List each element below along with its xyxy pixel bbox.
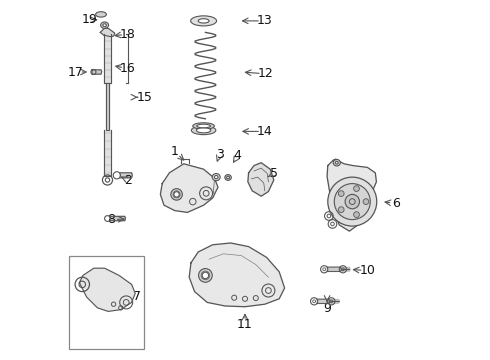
Polygon shape — [110, 216, 125, 221]
Text: 9: 9 — [323, 302, 331, 315]
Circle shape — [345, 194, 360, 209]
Polygon shape — [317, 299, 330, 303]
Text: 17: 17 — [68, 66, 84, 78]
Polygon shape — [103, 130, 111, 176]
Text: 15: 15 — [136, 91, 152, 104]
Text: 6: 6 — [392, 197, 400, 210]
Ellipse shape — [171, 189, 182, 200]
Text: 2: 2 — [124, 174, 132, 186]
Polygon shape — [79, 268, 135, 311]
Polygon shape — [327, 159, 376, 231]
Text: 19: 19 — [82, 13, 98, 26]
Polygon shape — [100, 28, 115, 37]
Ellipse shape — [212, 174, 220, 181]
Ellipse shape — [193, 123, 215, 129]
Polygon shape — [92, 70, 102, 74]
Polygon shape — [120, 173, 132, 178]
Polygon shape — [106, 83, 109, 130]
Ellipse shape — [333, 159, 341, 166]
Ellipse shape — [103, 24, 106, 27]
Circle shape — [328, 177, 377, 226]
Text: 5: 5 — [270, 167, 278, 180]
Text: 16: 16 — [120, 62, 136, 75]
Polygon shape — [160, 164, 218, 212]
Text: 7: 7 — [133, 291, 141, 303]
Text: 11: 11 — [237, 318, 253, 331]
Polygon shape — [189, 243, 285, 307]
Ellipse shape — [197, 124, 210, 128]
Ellipse shape — [196, 128, 211, 133]
Ellipse shape — [215, 175, 218, 179]
Ellipse shape — [335, 161, 338, 164]
Circle shape — [334, 184, 370, 220]
Ellipse shape — [198, 269, 212, 282]
Text: 3: 3 — [216, 148, 224, 161]
Polygon shape — [103, 34, 111, 83]
Circle shape — [354, 186, 359, 192]
Ellipse shape — [191, 16, 217, 26]
Ellipse shape — [225, 175, 231, 180]
Ellipse shape — [227, 176, 229, 179]
Text: 14: 14 — [257, 125, 272, 138]
Text: 8: 8 — [107, 213, 115, 226]
Polygon shape — [327, 267, 342, 271]
Ellipse shape — [192, 126, 216, 135]
Circle shape — [363, 199, 369, 204]
Circle shape — [338, 191, 344, 197]
Polygon shape — [330, 300, 339, 303]
Polygon shape — [248, 163, 274, 196]
Ellipse shape — [198, 19, 209, 23]
Circle shape — [338, 207, 344, 212]
Circle shape — [354, 212, 359, 217]
Ellipse shape — [202, 272, 209, 279]
Bar — [69, 256, 144, 349]
Polygon shape — [342, 267, 350, 271]
Ellipse shape — [174, 192, 179, 197]
Text: 13: 13 — [257, 14, 272, 27]
Text: 18: 18 — [120, 28, 136, 41]
Ellipse shape — [96, 12, 106, 17]
Text: 4: 4 — [234, 149, 242, 162]
Text: 12: 12 — [258, 67, 273, 80]
Text: 1: 1 — [171, 145, 179, 158]
Ellipse shape — [100, 22, 109, 28]
Text: 10: 10 — [360, 264, 375, 277]
